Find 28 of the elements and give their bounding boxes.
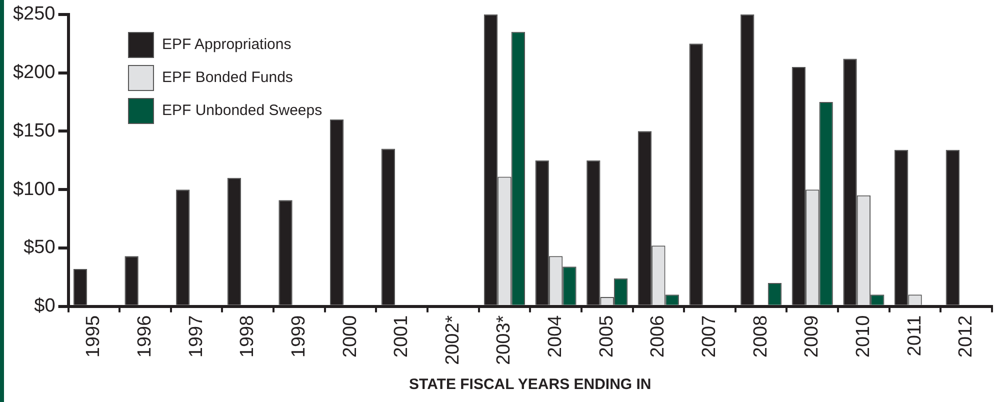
y-tick-label: $50 [24,237,56,258]
x-tick-label: 2010 [852,315,874,358]
legend-label: EPF Appropriations [162,36,292,53]
legend-label: EPF Bonded Funds [162,69,293,86]
x-tick-label: 1998 [237,315,258,358]
y-tick-label: $250 [12,4,56,25]
x-tick-label: 2005 [596,315,618,358]
legend-label: EPF Unbonded Sweeps [162,102,322,119]
x-tick-label: 2008 [750,315,772,358]
x-tick-label: 1995 [83,315,104,358]
y-tick-label: $200 [12,62,56,84]
x-tick-label: 2012 [956,315,977,358]
x-tick-label: 2003* [494,314,515,366]
x-tick-label: 2011 [904,315,926,356]
x-tick-label: 1997 [186,315,207,358]
y-tick-label: $100 [12,178,56,200]
x-tick-label: 1996 [134,315,156,358]
x-axis-title: STATE FISCAL YEARS ENDING IN [409,376,652,394]
x-tick-label: 2000 [340,315,361,358]
x-tick-label: 2002* [442,314,464,366]
x-tick-label: 1999 [288,315,310,358]
x-tick-label: 2007 [698,315,720,358]
x-tick-label: 2004 [545,314,566,358]
y-tick-label: $0 [34,296,56,317]
x-tick-label: 2006 [648,315,669,358]
x-tick-label: 2009 [802,315,823,358]
y-tick-label: $150 [12,120,56,142]
x-tick-label: 2001 [391,315,412,358]
